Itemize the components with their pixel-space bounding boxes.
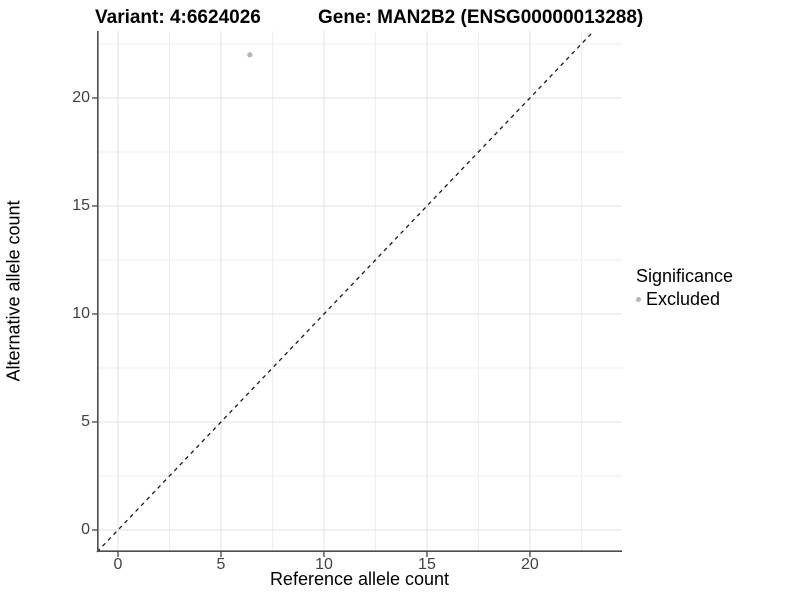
data-point	[247, 52, 253, 58]
x-tick-label: 10	[315, 556, 333, 573]
x-tick-label: 5	[216, 556, 226, 573]
plot-title-gene: Gene: MAN2B2 (ENSG00000013288)	[318, 7, 644, 28]
x-axis-title: Reference allele count	[269, 569, 450, 589]
y-tick-label: 10	[72, 304, 90, 322]
identity-reference-line	[96, 31, 595, 553]
x-tick-label: 20	[521, 556, 539, 573]
y-tick-label: 15	[72, 196, 90, 214]
x-tick-label: 15	[418, 556, 436, 573]
legend-item-label: Excluded	[646, 289, 721, 309]
x-tick-label: 0	[113, 556, 123, 573]
y-tick-label: 5	[81, 412, 90, 430]
excluded-marker-icon	[636, 297, 641, 302]
y-axis-title: Alternative allele count	[3, 200, 24, 382]
legend-item-excluded: Excluded	[636, 289, 733, 310]
legend: Significance Excluded	[636, 266, 733, 310]
y-tick-label: 20	[72, 88, 90, 106]
plot-title-variant: Variant: 4:6624026	[95, 7, 261, 28]
legend-title: Significance	[636, 266, 734, 286]
plot-panel	[92, 31, 622, 557]
y-tick-label: 0	[81, 520, 90, 538]
